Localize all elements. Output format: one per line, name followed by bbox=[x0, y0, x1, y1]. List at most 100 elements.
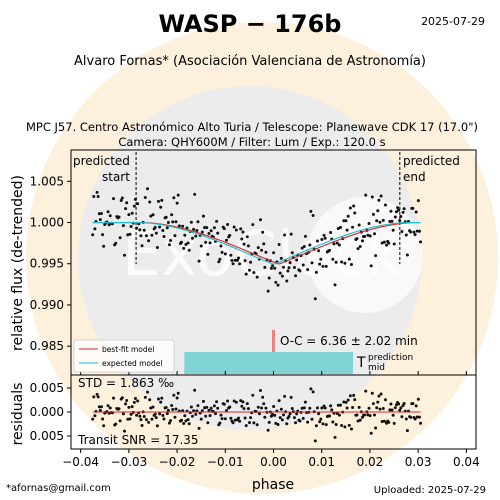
residual-point bbox=[419, 421, 423, 425]
residual-point bbox=[183, 414, 187, 418]
data-point bbox=[383, 203, 387, 207]
data-point bbox=[206, 252, 210, 256]
residual-point bbox=[212, 404, 216, 408]
residuals-data bbox=[91, 387, 423, 443]
residual-point bbox=[232, 399, 236, 403]
residual-point bbox=[397, 402, 401, 406]
data-point bbox=[230, 259, 234, 262]
residual-point bbox=[364, 389, 368, 393]
data-point bbox=[153, 225, 157, 229]
data-point bbox=[264, 250, 268, 254]
prediction-window-label-sub-1: prediction bbox=[368, 353, 413, 363]
data-point bbox=[140, 244, 144, 248]
lightcurve-ytick-label: 1.000 bbox=[30, 216, 64, 230]
residual-point bbox=[353, 398, 357, 402]
data-point bbox=[170, 213, 174, 217]
data-point bbox=[355, 237, 359, 241]
data-point bbox=[123, 253, 126, 257]
data-point bbox=[159, 205, 163, 209]
residual-point bbox=[243, 416, 247, 420]
residual-point bbox=[161, 414, 165, 418]
residual-point bbox=[120, 396, 124, 400]
residual-point bbox=[242, 407, 246, 411]
residual-point bbox=[369, 431, 373, 435]
data-point bbox=[364, 193, 368, 197]
residual-point bbox=[99, 405, 103, 409]
residual-point bbox=[133, 397, 137, 400]
residual-point bbox=[126, 417, 130, 421]
residual-point bbox=[237, 416, 241, 420]
data-point bbox=[360, 239, 364, 243]
data-point bbox=[382, 240, 386, 244]
data-point bbox=[129, 225, 133, 229]
data-point bbox=[96, 195, 100, 199]
residual-point bbox=[313, 439, 317, 443]
residual-point bbox=[229, 416, 233, 420]
data-point bbox=[333, 283, 337, 287]
residual-point bbox=[375, 406, 379, 410]
residual-point bbox=[264, 406, 268, 410]
data-point bbox=[349, 263, 353, 267]
data-point bbox=[194, 234, 198, 238]
residual-point bbox=[345, 406, 349, 410]
residual-point bbox=[355, 413, 359, 417]
residual-point bbox=[127, 405, 131, 409]
residual-point bbox=[238, 419, 242, 423]
data-point bbox=[313, 297, 317, 301]
residual-point bbox=[302, 406, 306, 410]
data-point bbox=[311, 214, 315, 218]
data-point bbox=[208, 241, 212, 245]
data-point bbox=[385, 243, 389, 247]
residual-point bbox=[136, 399, 140, 403]
residual-point bbox=[156, 397, 160, 401]
residual-point bbox=[175, 396, 179, 400]
data-point bbox=[283, 233, 287, 237]
data-point bbox=[411, 206, 415, 210]
residual-point bbox=[387, 420, 391, 424]
residual-point bbox=[129, 412, 133, 416]
data-point bbox=[367, 222, 371, 226]
legend-entry-best-fit: best-fit model bbox=[102, 345, 154, 354]
data-point bbox=[321, 264, 325, 268]
data-point bbox=[269, 266, 273, 270]
residual-point bbox=[218, 421, 222, 425]
data-point bbox=[256, 246, 260, 250]
data-point bbox=[239, 227, 243, 231]
data-point bbox=[232, 225, 236, 229]
data-point bbox=[212, 226, 216, 230]
data-point bbox=[252, 271, 256, 275]
data-point bbox=[375, 219, 379, 223]
data-point bbox=[351, 225, 355, 229]
data-point bbox=[136, 202, 140, 206]
residual-point bbox=[398, 408, 402, 412]
residual-point bbox=[130, 405, 134, 409]
data-point bbox=[245, 235, 249, 239]
data-point bbox=[238, 262, 242, 266]
data-point bbox=[199, 244, 203, 248]
residual-point bbox=[150, 417, 154, 421]
residual-point bbox=[310, 417, 314, 421]
residual-point bbox=[409, 415, 413, 419]
residual-point bbox=[184, 419, 188, 423]
data-point bbox=[343, 261, 347, 265]
residual-point bbox=[266, 428, 270, 432]
residuals-xticks: −0.04 −0.03 −0.02 −0.01 0.00 0.01 0.02 0.03 0.04 bbox=[62, 449, 480, 469]
data-point bbox=[192, 227, 196, 231]
data-point bbox=[337, 243, 341, 247]
data-point bbox=[248, 268, 251, 272]
xtick-label: −0.02 bbox=[159, 455, 196, 469]
residual-point bbox=[182, 422, 186, 425]
residual-point bbox=[143, 395, 147, 399]
data-point bbox=[99, 211, 103, 215]
residual-point bbox=[267, 420, 271, 424]
data-point bbox=[218, 257, 222, 261]
data-point bbox=[231, 262, 235, 266]
residual-point bbox=[180, 418, 184, 422]
residual-point bbox=[360, 415, 364, 419]
data-point bbox=[164, 215, 168, 219]
residual-point bbox=[208, 414, 212, 418]
data-point bbox=[412, 230, 416, 234]
residual-point bbox=[411, 402, 415, 406]
residual-point bbox=[317, 412, 321, 416]
residual-point bbox=[378, 407, 382, 411]
